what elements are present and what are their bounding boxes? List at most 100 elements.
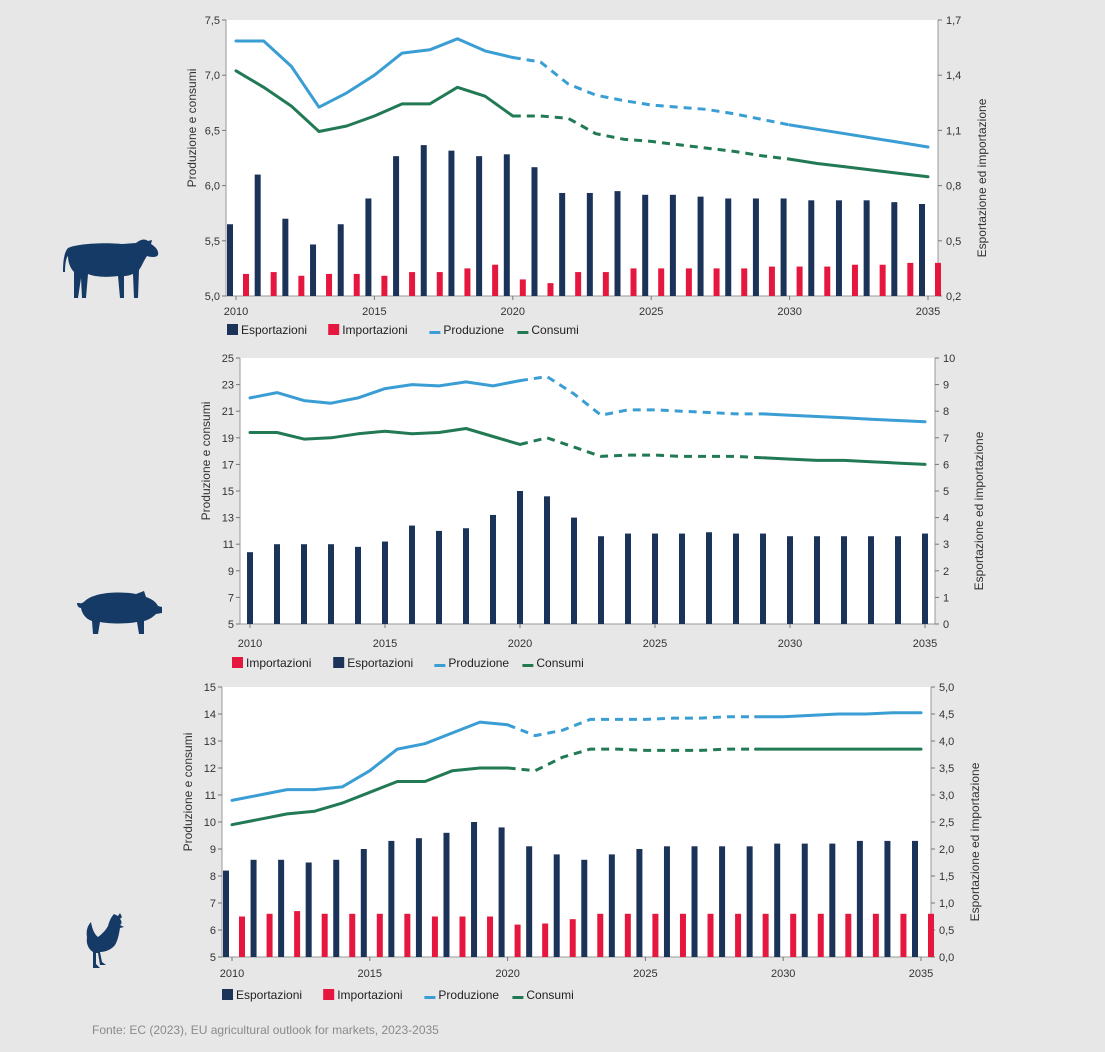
bar-imports (872, 913, 879, 957)
bar-exports (733, 533, 739, 624)
left-tick-label: 7,0 (205, 70, 220, 82)
right-tick-label: 5,0 (939, 682, 954, 694)
bar-imports (270, 272, 277, 296)
rooster-icon (86, 913, 124, 968)
production-line-historic (234, 37, 515, 109)
left-tick-label: 12 (204, 763, 216, 775)
right-tick-label: 7 (943, 433, 949, 445)
right-tick-label: 2 (943, 566, 949, 578)
bar-exports (608, 854, 615, 957)
bar-imports (298, 275, 305, 296)
pig-icon (77, 591, 162, 634)
legend-label: Importazioni (342, 323, 407, 337)
x-tick-label: 2010 (224, 306, 248, 318)
bar-exports (448, 150, 455, 296)
left-tick-label: 7 (228, 592, 234, 604)
bar-exports (409, 525, 415, 624)
bar-exports (691, 846, 698, 957)
left-tick-label: 23 (222, 380, 234, 392)
left-tick-label: 15 (222, 486, 234, 498)
bar-exports (227, 224, 233, 296)
production-line-projected-dashed (519, 375, 763, 417)
right-tick-label: 0,0 (939, 952, 954, 964)
left-tick-label: 14 (204, 709, 216, 721)
bar-exports (746, 846, 753, 957)
left-tick-label: 5 (210, 952, 216, 964)
source-note: Fonte: EC (2023), EU agricultural outloo… (92, 1023, 439, 1037)
bar-exports (333, 859, 340, 957)
bar-exports (328, 544, 334, 624)
x-tick-label: 2035 (913, 638, 937, 650)
left-tick-label: 17 (222, 459, 234, 471)
bar-exports (393, 156, 400, 296)
bar-exports (895, 536, 901, 624)
bar-imports (741, 268, 748, 296)
legend-label: Produzione (443, 323, 504, 337)
x-tick-label: 2020 (501, 306, 525, 318)
production-line-historic (230, 720, 510, 802)
x-tick-label: 2025 (643, 638, 667, 650)
bar-imports (928, 913, 934, 957)
bar-imports (243, 273, 249, 296)
right-tick-label: 4 (943, 513, 949, 525)
legend-label: Esportazioni (236, 988, 302, 1002)
left-tick-label: 11 (223, 539, 234, 551)
left-tick-label: 19 (222, 433, 234, 445)
consumption-line-projected (761, 456, 927, 466)
bar-imports (679, 913, 686, 957)
plot-area (226, 20, 938, 296)
left-tick-label: 11 (205, 790, 216, 802)
bar-imports (519, 279, 526, 296)
bar-exports (801, 843, 808, 957)
bar-imports (294, 911, 301, 957)
left-tick-label: 5 (228, 619, 234, 631)
bar-exports (544, 496, 550, 624)
consumption-line-projected-dashed (512, 114, 790, 161)
right-tick-label: 0,5 (939, 925, 954, 937)
bar-exports (498, 827, 505, 957)
bar-imports (735, 913, 742, 957)
right-tick-label: 0,2 (946, 291, 961, 303)
left-tick-label: 6,0 (205, 181, 220, 193)
legend-swatch (517, 331, 529, 334)
bar-exports (884, 840, 891, 957)
right-tick-label: 3 (943, 539, 949, 551)
right-tick-label: 4,5 (939, 709, 954, 721)
bar-exports (636, 849, 643, 957)
left-tick-label: 9 (210, 844, 216, 856)
left-tick-label: 13 (204, 736, 216, 748)
bar-exports (863, 200, 870, 296)
production-line-projected (754, 711, 923, 719)
bar-exports (471, 822, 478, 957)
right-tick-label: 0 (943, 619, 949, 631)
bar-exports (598, 536, 604, 624)
bar-imports (349, 913, 356, 957)
production-line-historic (248, 379, 522, 405)
right-tick-label: 1 (943, 592, 949, 604)
plot-area (240, 358, 935, 624)
legend-label: Importazioni (337, 988, 402, 1002)
legend-swatch (328, 324, 340, 335)
x-tick-label: 2035 (916, 306, 940, 318)
bar-exports (760, 533, 766, 624)
bar-exports (420, 145, 427, 296)
bar-exports (223, 870, 229, 957)
left-tick-label: 15 (204, 682, 216, 694)
left-tick-label: 13 (222, 513, 234, 525)
left-tick-label: 5,5 (205, 236, 220, 248)
x-tick-label: 2015 (358, 968, 382, 980)
legend-swatch (232, 657, 243, 668)
poultry-chart: 5 6 7 8 9 10 11 12 13 14 15 0,0 0,5 1,0 1,5 2,0 2,5 3,0 3,… (181, 682, 982, 1002)
bar-imports (353, 273, 360, 296)
bar-exports (476, 156, 483, 296)
consumption-line-projected-dashed (507, 747, 756, 773)
x-tick-label: 2015 (362, 306, 386, 318)
left-axis-title: Produzione e consumi (199, 402, 213, 521)
bar-imports (900, 913, 907, 957)
bar-exports (752, 198, 759, 296)
bar-exports (571, 517, 577, 624)
right-tick-label: 1,5 (939, 871, 954, 883)
legend-swatch (434, 664, 446, 667)
bar-exports (382, 541, 388, 624)
